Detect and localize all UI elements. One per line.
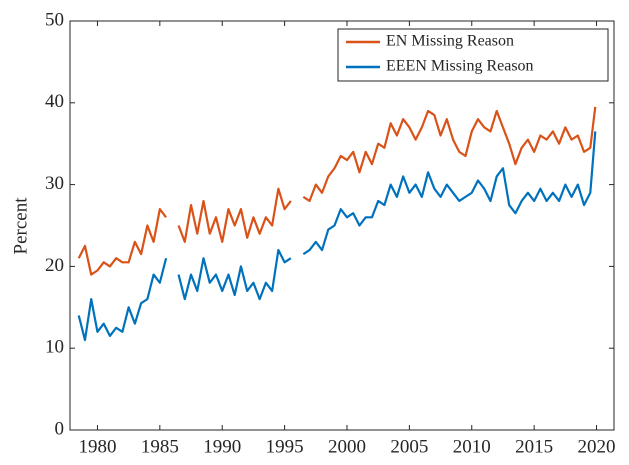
y-tick-label: 20 [45, 255, 64, 276]
x-tick-label: 2015 [515, 436, 553, 457]
legend-label: EN Missing Reason [386, 33, 514, 50]
legend-box [337, 28, 609, 82]
x-tick-label: 2010 [453, 436, 491, 457]
x-tick-label: 1990 [203, 436, 241, 457]
x-tick-label: 2020 [578, 436, 616, 457]
legend-label: EEEN Missing Reason [386, 58, 534, 75]
y-tick-label: 40 [45, 91, 64, 112]
x-tick-label: 2005 [390, 436, 428, 457]
plot-frame [69, 20, 615, 431]
y-tick-label: 50 [45, 9, 64, 30]
x-tick-label: 1995 [266, 436, 304, 457]
y-tick-label: 10 [45, 337, 64, 358]
x-tick-label: 1985 [141, 436, 179, 457]
y-axis-label: Percent [10, 197, 31, 255]
x-tick-label: 2000 [328, 436, 366, 457]
series-line [77, 131, 597, 342]
y-tick-label: 30 [45, 173, 64, 194]
x-tick-label: 1980 [78, 436, 116, 457]
series-line [77, 106, 597, 276]
y-tick-label: 0 [55, 418, 65, 439]
